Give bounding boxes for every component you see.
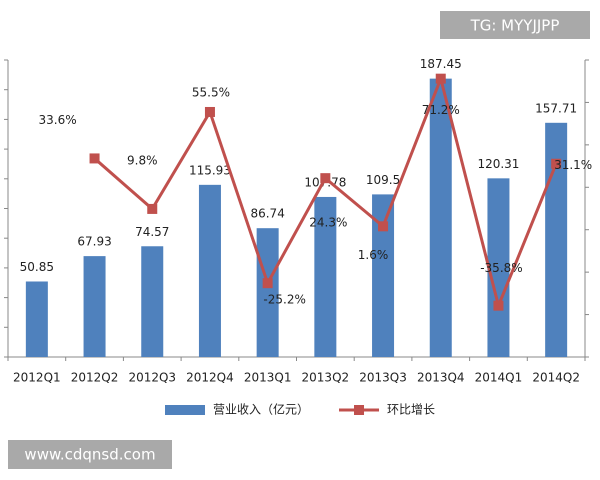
bar-value-label: 67.93 [77,235,111,249]
bar-value-label: 86.74 [250,207,284,221]
bar [256,228,279,357]
bar-value-label: 74.57 [135,225,169,239]
line-value-label: 33.6% [38,113,76,127]
bar [545,122,568,357]
bar [429,78,452,357]
line-marker [262,278,273,289]
line-value-label: 9.8% [127,153,158,167]
line-marker [89,153,100,164]
x-tick-label: 2013Q3 [359,371,407,385]
x-tick-label: 2012Q4 [186,371,234,385]
bar-value-label: 50.85 [20,260,54,274]
bar-value-label: 120.31 [477,157,519,171]
line-marker [493,300,504,311]
line-value-label: -25.2% [263,293,305,307]
x-tick-label: 2013Q4 [417,371,465,385]
line-value-label: 71.2% [422,103,460,117]
line-marker [147,203,158,214]
watermark-box [440,11,590,39]
bar [83,256,106,357]
bar [198,184,221,357]
bar [314,196,337,357]
bar-value-label: 157.71 [535,101,577,115]
line-value-label: 55.5% [192,85,230,99]
line-value-label: 31.1% [554,158,592,172]
x-tick-label: 2012Q3 [128,371,176,385]
x-tick-label: 2012Q1 [13,371,61,385]
x-tick-label: 2014Q1 [475,371,523,385]
line-value-label: 1.6% [358,248,389,262]
line-marker [204,106,215,117]
legend-swatch [354,405,365,415]
x-tick-label: 2014Q2 [532,371,580,385]
bar [25,281,48,357]
line-value-label: -35.8% [480,261,522,275]
bar-value-label: 115.93 [189,163,231,177]
x-tick-label: 2013Q2 [302,371,350,385]
bar-value-label: 109.5 [366,173,400,187]
line-marker [320,173,331,184]
x-tick-label: 2013Q1 [244,371,292,385]
legend-label: 营业收入（亿元） [213,402,309,417]
watermark-box [8,440,172,469]
x-tick-label: 2012Q2 [71,371,119,385]
legend-swatch [165,405,205,415]
line-value-label: 24.3% [309,216,347,230]
line-marker [435,73,446,84]
line-marker [551,158,562,169]
watermark: www.cdqnsd.com [24,446,155,464]
bar [141,246,164,357]
bar-value-label: 187.45 [420,57,462,71]
legend-label: 环比增长 [387,403,435,417]
line-marker [378,221,389,232]
bar [372,194,395,357]
watermark: TG: MYYJJPP [470,17,560,35]
bar [487,178,510,357]
